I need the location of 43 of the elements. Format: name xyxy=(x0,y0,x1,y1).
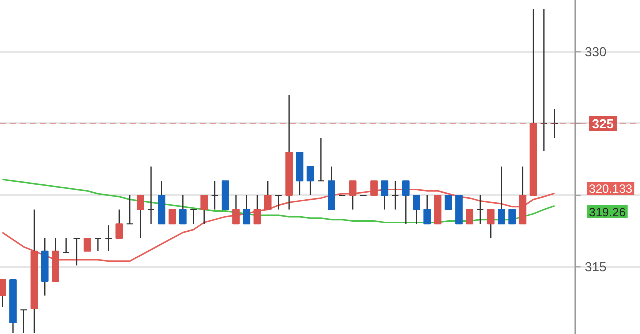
candlestick xyxy=(105,224,112,252)
candlestick xyxy=(349,180,357,210)
candlestick xyxy=(136,194,144,240)
candlestick xyxy=(275,194,282,210)
text: 319.26 xyxy=(589,206,626,220)
candlestick xyxy=(264,180,272,210)
candlestick xyxy=(254,194,262,225)
candlestick xyxy=(318,138,325,182)
candlestick xyxy=(148,166,155,225)
candlestick xyxy=(444,194,452,210)
candlestick xyxy=(381,180,389,210)
candlestick xyxy=(20,310,28,334)
candlestick xyxy=(190,209,198,225)
candlestick xyxy=(306,166,314,196)
candlestick xyxy=(73,238,81,266)
candlestick xyxy=(370,180,378,196)
candlestick xyxy=(116,209,124,240)
candlestick xyxy=(94,238,102,252)
candlestick xyxy=(232,194,240,225)
candlestick xyxy=(392,180,400,210)
candlestick xyxy=(508,209,516,225)
candlestick xyxy=(62,238,70,254)
candlestick xyxy=(211,180,219,210)
candlestick xyxy=(487,209,495,240)
candlestick xyxy=(402,180,410,225)
candlestick xyxy=(126,194,134,225)
y-tick-label: 315 xyxy=(585,260,607,275)
candlestick xyxy=(476,194,484,225)
line-series xyxy=(2,178,556,224)
candlestick xyxy=(168,209,176,225)
y-tick-label: 330 xyxy=(585,44,607,60)
candlestick xyxy=(84,238,92,252)
candlestick xyxy=(424,194,432,225)
candlestick xyxy=(200,194,208,225)
candlestick xyxy=(466,209,474,225)
candlestick xyxy=(179,194,187,225)
candlestick xyxy=(551,108,558,139)
candlestick xyxy=(498,166,506,225)
candlestick xyxy=(540,8,548,152)
text: 320.133 xyxy=(589,182,633,196)
ref-line-label: 325 xyxy=(592,116,614,132)
candlestick xyxy=(413,194,420,225)
candlestick xyxy=(243,194,251,225)
